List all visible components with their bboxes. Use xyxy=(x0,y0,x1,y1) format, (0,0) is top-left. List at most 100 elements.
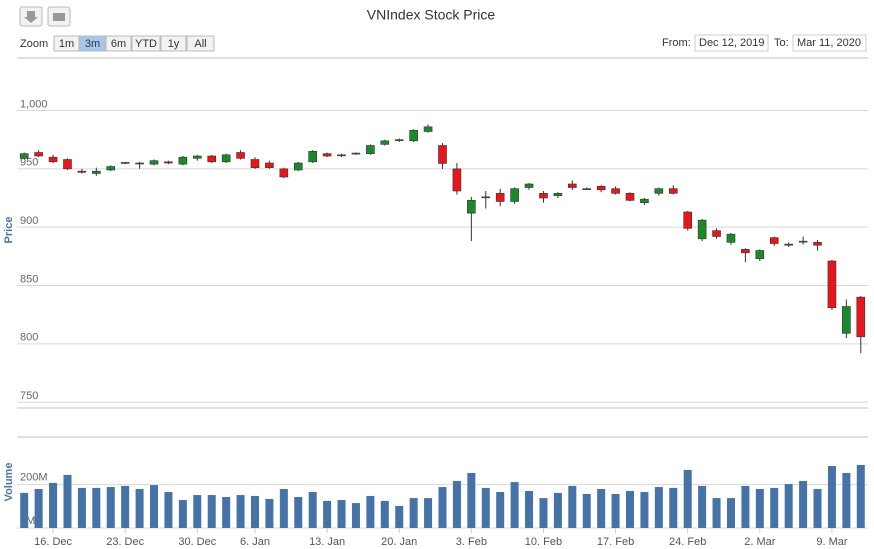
x-tick-label: 20. Jan xyxy=(381,536,417,548)
from-input[interactable] xyxy=(694,34,769,52)
volume-bar xyxy=(640,492,649,528)
x-tick-label: 3. Feb xyxy=(456,536,487,548)
volume-bar xyxy=(525,490,534,528)
candle-body xyxy=(178,156,188,165)
volume-bar xyxy=(294,497,303,528)
volume-bar xyxy=(20,492,29,528)
candle-body xyxy=(120,162,130,164)
candle-body xyxy=(481,196,491,199)
volume-bar xyxy=(611,493,620,528)
volume-bar xyxy=(395,505,404,528)
candle-body xyxy=(683,211,693,229)
volume-bar xyxy=(279,489,288,528)
candle-body xyxy=(798,240,808,243)
from-label: From: xyxy=(662,37,691,49)
volume-bar xyxy=(770,487,779,528)
range-button[interactable] xyxy=(105,35,132,52)
volume-bar xyxy=(63,474,72,528)
chart-title: VNIndex Stock Price xyxy=(367,7,496,23)
range-button[interactable] xyxy=(53,35,80,52)
candle-body xyxy=(279,168,289,178)
candle-body xyxy=(640,198,649,203)
volume-bar xyxy=(337,500,346,528)
x-tick-label: 13. Jan xyxy=(309,536,345,548)
x-tick-label: 6. Jan xyxy=(240,536,270,548)
range-button-label: YTD xyxy=(135,38,157,50)
candle-body xyxy=(553,193,563,196)
candle-body xyxy=(92,170,101,174)
volume-bar xyxy=(784,484,793,528)
candle-body xyxy=(813,242,822,246)
candle-body xyxy=(366,145,375,154)
candle-body xyxy=(697,219,707,240)
candle-body xyxy=(467,200,476,214)
y-tick-label: 1,000 xyxy=(20,98,48,110)
candle-body xyxy=(236,152,245,159)
candle-body xyxy=(63,159,72,170)
candle-body xyxy=(221,154,231,163)
candle-body xyxy=(755,250,765,259)
candle-body xyxy=(19,153,29,159)
download-icon xyxy=(24,11,38,23)
candle-body xyxy=(596,186,606,191)
volume-bar xyxy=(582,493,591,528)
volume-bar xyxy=(726,498,735,528)
volume-axis-title: Volume xyxy=(3,463,15,502)
volume-bar xyxy=(222,497,231,528)
candle-body xyxy=(668,188,678,194)
volume-bar xyxy=(265,498,274,528)
range-button-label: 1y xyxy=(168,38,180,50)
x-tick-label: 2. Mar xyxy=(744,536,776,548)
volume-bar xyxy=(467,472,476,528)
candle-body xyxy=(394,139,404,141)
y-tick-label: 800 xyxy=(20,332,38,344)
candle-body xyxy=(250,159,260,168)
range-button[interactable] xyxy=(131,35,161,52)
candle-body xyxy=(192,155,202,159)
volume-bar xyxy=(135,489,144,528)
candle-body xyxy=(827,260,837,308)
volume-bar xyxy=(553,492,562,528)
candle-body xyxy=(510,188,519,202)
volume-bar xyxy=(452,480,461,528)
volume-bar xyxy=(380,500,389,528)
volume-bar xyxy=(510,482,519,528)
print-icon xyxy=(53,13,65,21)
volume-bar xyxy=(827,466,836,528)
candle-body xyxy=(265,162,274,168)
candle-body xyxy=(625,193,635,201)
x-tick-label: 9. Mar xyxy=(816,536,848,548)
to-label: To: xyxy=(774,37,789,49)
candle-body xyxy=(438,145,447,164)
candle-body xyxy=(164,161,173,164)
candle-body xyxy=(351,152,361,155)
range-button[interactable] xyxy=(79,35,106,52)
y-tick-label: 900 xyxy=(20,215,38,227)
to-input[interactable] xyxy=(792,34,867,52)
volume-bar xyxy=(34,489,43,528)
range-button[interactable] xyxy=(160,35,187,52)
volume-bar xyxy=(755,489,764,528)
candle-body xyxy=(423,126,433,132)
range-button-label: 1m xyxy=(59,38,74,50)
y-tick-label: 750 xyxy=(20,390,38,402)
volume-bar xyxy=(698,485,707,528)
volume-bar xyxy=(178,500,187,528)
volume-bar xyxy=(193,495,202,528)
volume-bar xyxy=(669,487,678,528)
volume-bar xyxy=(164,492,173,528)
range-button[interactable] xyxy=(186,35,215,52)
volume-bar xyxy=(842,472,851,528)
candle-body xyxy=(726,233,736,243)
volume-bar xyxy=(236,495,245,528)
volume-bar xyxy=(207,495,216,528)
candle-body xyxy=(380,140,390,145)
volume-bar xyxy=(438,487,447,528)
y-tick-label: 950 xyxy=(20,157,38,169)
volume-bar xyxy=(856,464,865,528)
volume-bar xyxy=(351,503,360,528)
candle-body xyxy=(741,249,750,254)
volume-bar xyxy=(799,480,808,528)
to-date: Mar 11, 2020 xyxy=(797,37,861,49)
